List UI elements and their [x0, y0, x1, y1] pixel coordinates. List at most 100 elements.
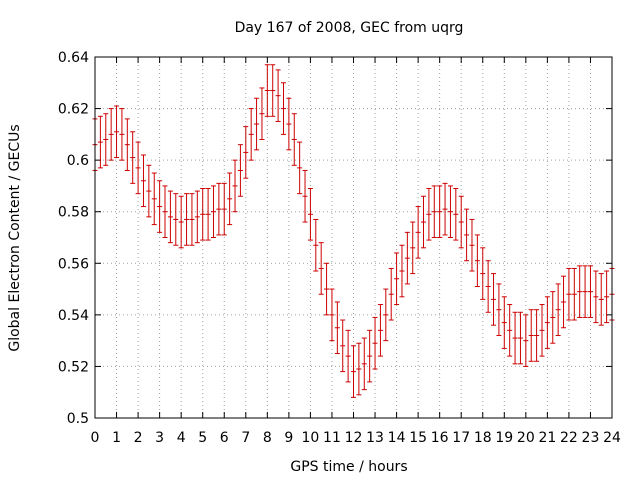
error-bar-point [167, 190, 173, 244]
x-tick-label: 14 [388, 430, 406, 446]
error-bar-point [248, 108, 254, 161]
error-bar-point [200, 188, 206, 241]
y-tick-label: 0.58 [58, 205, 89, 221]
error-bar-point [334, 301, 340, 355]
error-bar-point [426, 188, 432, 241]
x-tick-label: 13 [366, 430, 384, 446]
error-bar-point [286, 97, 292, 151]
error-bar-point [491, 273, 497, 326]
error-bar-point [302, 169, 308, 223]
error-bar-point [97, 115, 103, 169]
y-tick-label: 0.52 [58, 359, 89, 375]
x-tick-label: 7 [241, 430, 250, 446]
y-tick-label: 0.5 [67, 411, 89, 427]
x-tick-label: 10 [302, 430, 320, 446]
x-tick-label: 22 [560, 430, 578, 446]
error-bar-point [210, 185, 216, 238]
error-bar-point [205, 188, 211, 241]
x-tick-label: 5 [198, 430, 207, 446]
error-bar-point [329, 288, 335, 342]
error-bar-point [227, 172, 233, 226]
error-bar-point [534, 309, 540, 362]
error-bar-point [566, 267, 572, 321]
y-tick-label: 0.64 [58, 50, 89, 66]
error-bar-point [399, 244, 405, 298]
x-tick-label: 17 [452, 430, 470, 446]
error-bar-point [232, 159, 238, 213]
error-bar-point [280, 82, 286, 135]
error-bar-point [324, 262, 330, 316]
x-tick-label: 9 [284, 430, 293, 446]
error-bar-point [453, 188, 459, 241]
grid [95, 57, 612, 418]
error-bar-point [173, 193, 179, 246]
error-bar-point [318, 242, 324, 295]
error-bar-point [275, 69, 281, 122]
error-bar-point [254, 97, 260, 151]
y-tick-label: 0.6 [67, 153, 89, 169]
error-bar-point [351, 345, 356, 398]
error-bar-point [221, 182, 227, 236]
x-tick-label: 15 [409, 430, 427, 446]
error-bar-point [356, 342, 362, 396]
x-tick-label: 24 [603, 430, 621, 446]
error-bar-point [604, 270, 610, 324]
error-bar-point [108, 108, 114, 161]
error-bar-point [485, 260, 491, 313]
x-tick-label: 16 [431, 430, 449, 446]
error-bar-point [135, 141, 141, 195]
x-tick-label: 6 [220, 430, 229, 446]
x-tick-label: 0 [91, 430, 100, 446]
error-bar-point [555, 283, 561, 336]
x-tick-label: 1 [112, 430, 121, 446]
x-tick-label: 23 [582, 430, 600, 446]
error-bar-point [512, 311, 518, 365]
error-bar-point [571, 267, 577, 321]
error-bar-point [340, 319, 346, 373]
error-bar-point [447, 185, 453, 238]
error-bar-point [528, 309, 534, 362]
error-bar-point [593, 270, 599, 324]
error-bar-point [421, 195, 427, 249]
x-tick-label: 2 [134, 430, 143, 446]
error-bar-point [496, 283, 502, 336]
error-bar-point [377, 304, 383, 357]
error-bar-point [410, 221, 416, 275]
error-bar-point [103, 113, 109, 166]
error-bar-point [119, 108, 125, 161]
x-tick-label: 4 [177, 430, 186, 446]
chart-title: Day 167 of 2008, GEC from uqrg [235, 20, 464, 36]
error-bar-point [582, 265, 588, 318]
error-bar-point [415, 206, 421, 259]
error-bar-point [539, 304, 545, 357]
error-bar-point [313, 218, 319, 272]
error-bar-point [388, 267, 394, 321]
error-bar-point [517, 311, 523, 365]
error-bar-point [361, 337, 367, 391]
error-bar-point [544, 296, 550, 349]
x-tick-label: 21 [538, 430, 556, 446]
error-bar-point [189, 193, 195, 246]
error-bar-point [291, 113, 297, 166]
error-bar-point [464, 208, 470, 262]
plot-frame [94, 56, 613, 419]
error-bar-point [523, 314, 529, 367]
error-bar-point [237, 144, 243, 197]
error-bar-point [178, 195, 184, 249]
error-bar-point [442, 182, 448, 236]
error-bar-point [474, 234, 480, 287]
error-bar-point [469, 218, 475, 272]
x-tick-label: 18 [474, 430, 492, 446]
error-bar-point [259, 87, 265, 141]
error-bar-point [130, 131, 136, 184]
error-bar-point [383, 288, 389, 342]
error-bar-point [297, 141, 303, 195]
error-bar-point [124, 118, 130, 171]
x-tick-label: 20 [517, 430, 535, 446]
error-bar-point [307, 188, 313, 241]
error-bar-point [372, 316, 378, 370]
error-bar-point [458, 195, 464, 249]
x-tick-label: 3 [155, 430, 164, 446]
error-bar-point [151, 172, 157, 226]
